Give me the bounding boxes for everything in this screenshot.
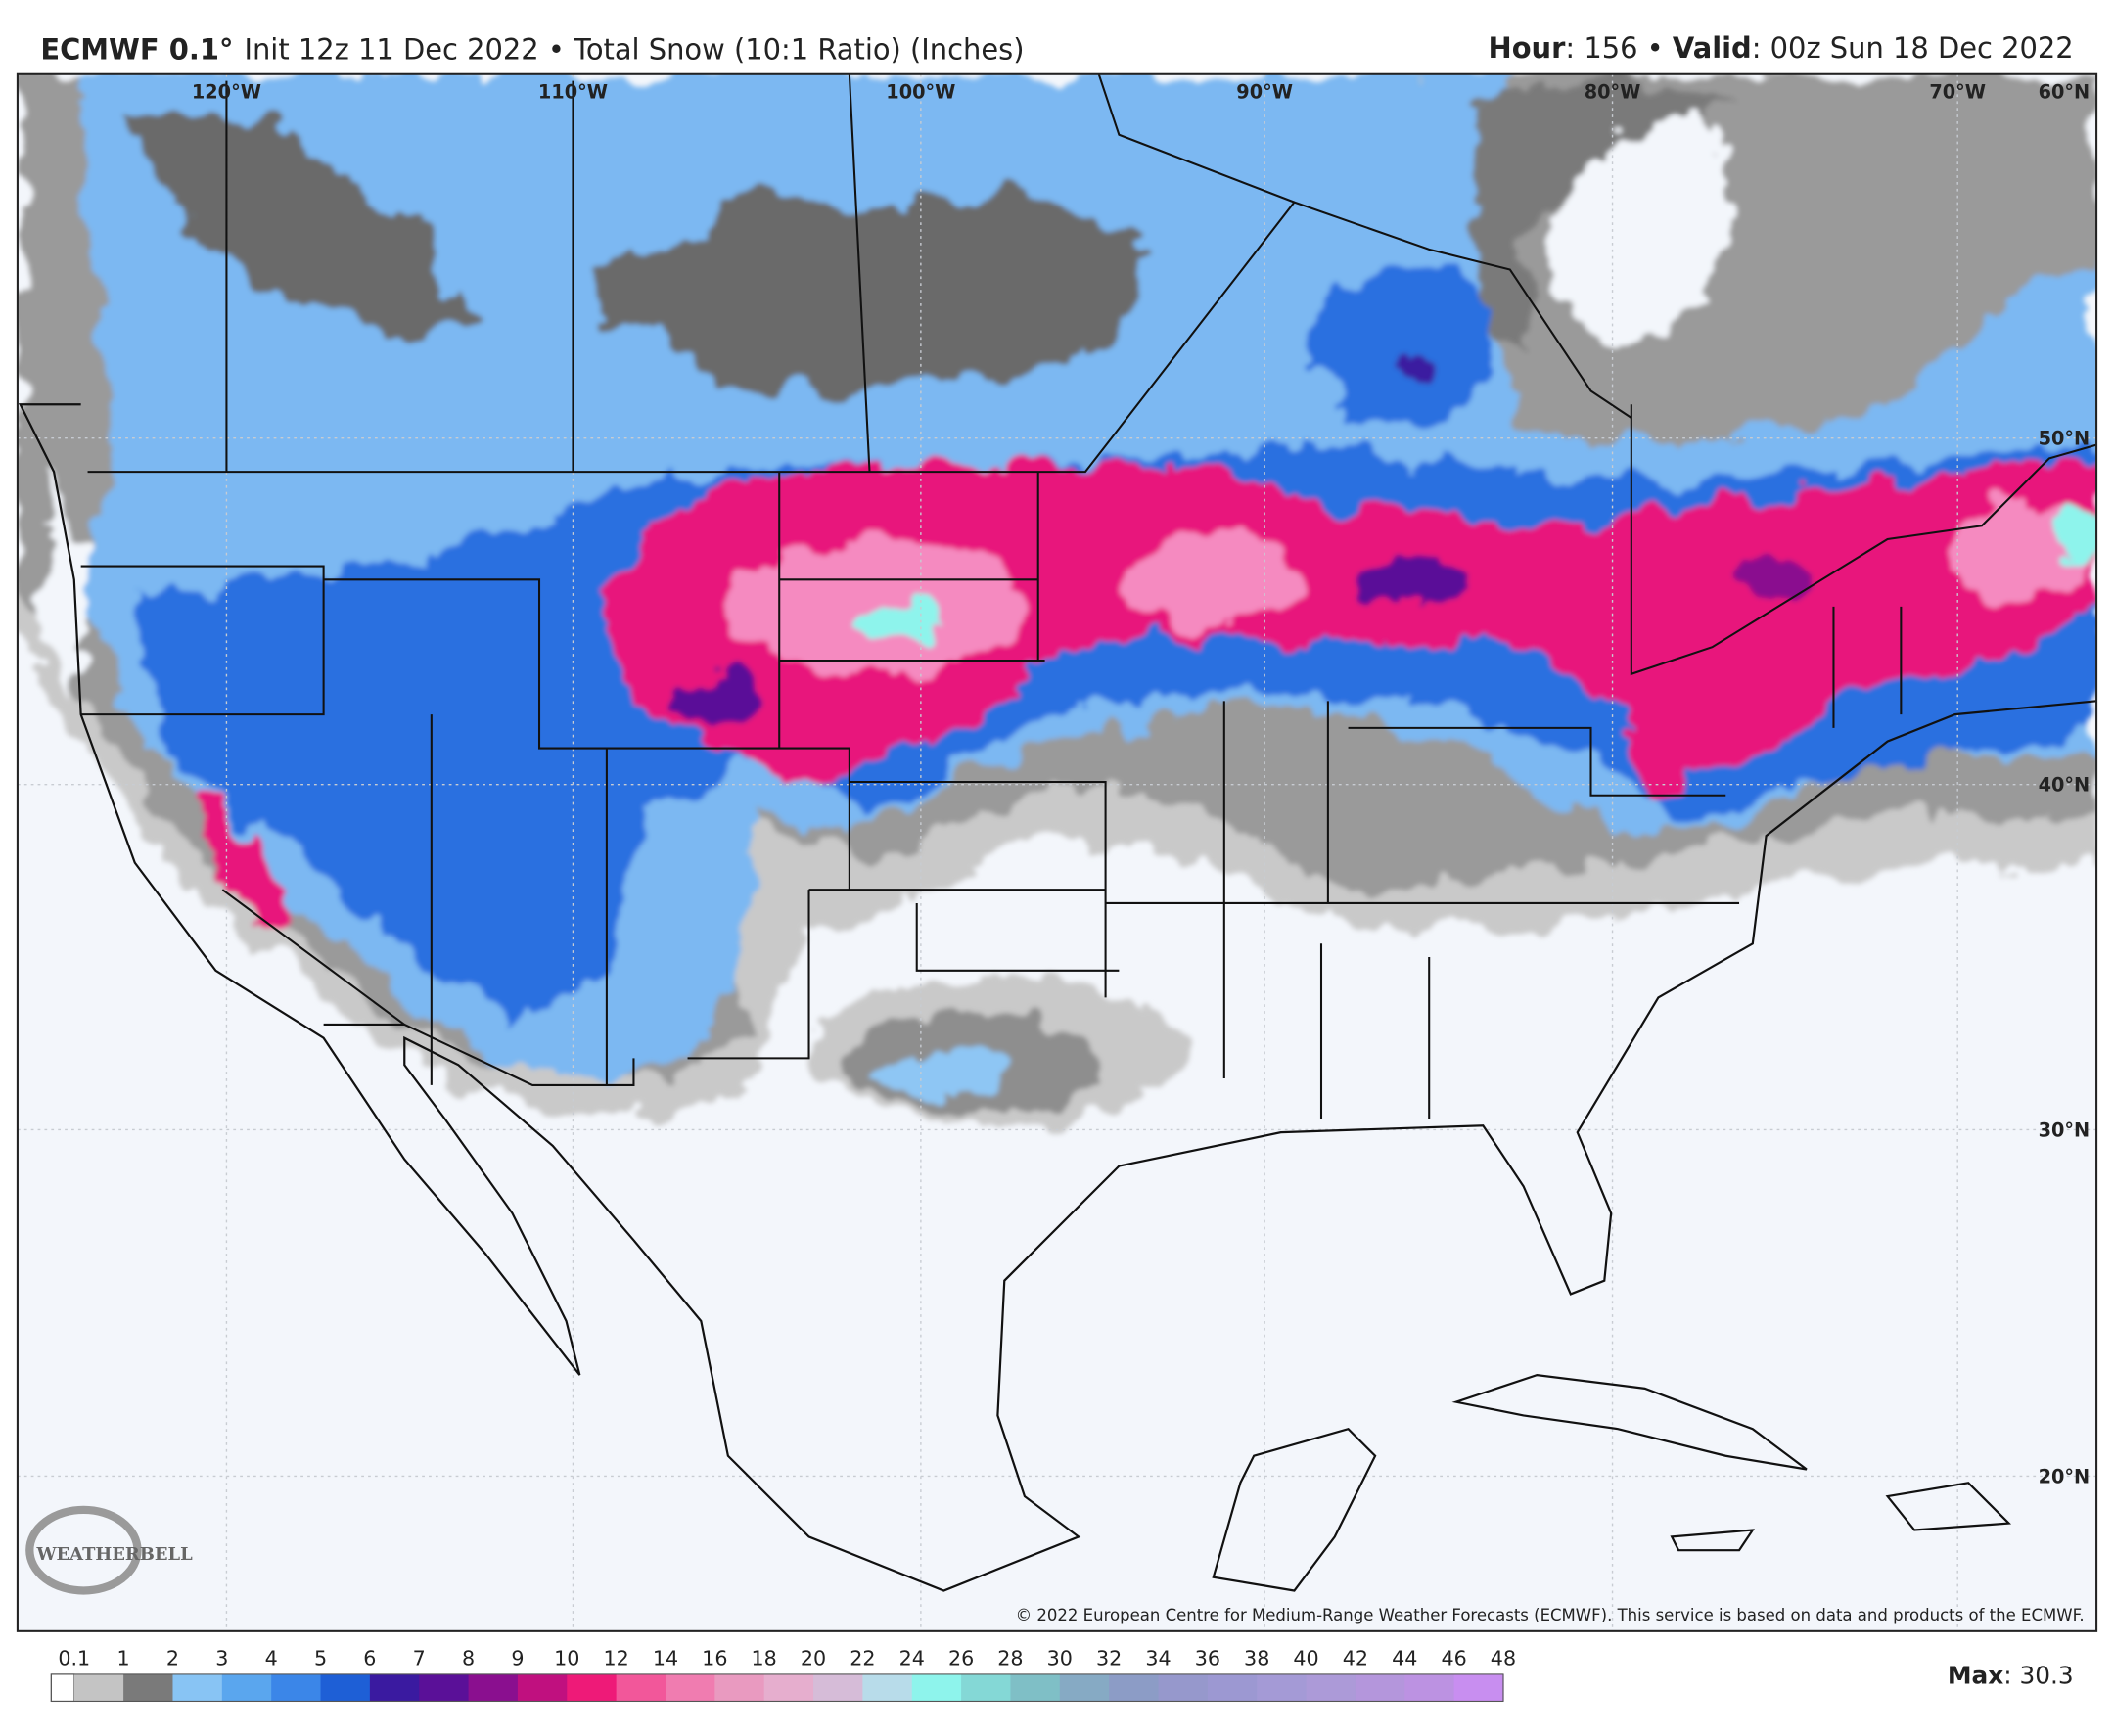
max-value: : 30.3 — [2003, 1662, 2073, 1690]
logo-swirl — [25, 1505, 142, 1595]
colorbar-label: 3 — [215, 1646, 228, 1669]
colorbar-segment — [221, 1673, 272, 1702]
colorbar-segment — [1306, 1673, 1356, 1702]
colorbar-label: 18 — [752, 1646, 777, 1669]
latitude-label: 20°N — [2039, 1465, 2091, 1487]
latitude-label: 30°N — [2039, 1119, 2091, 1141]
hour-label: Hour — [1489, 31, 1567, 65]
colorbar-label: 42 — [1343, 1646, 1368, 1669]
coastlines — [18, 403, 2097, 1592]
colorbar-segment — [813, 1673, 864, 1702]
longitude-labels: 120°W 110°W 100°W 90°W 80°W 70°W — [192, 81, 1986, 104]
longitude-label: 70°W — [1929, 81, 1986, 104]
colorbar-segment — [961, 1673, 1012, 1702]
valid-label: Valid — [1673, 31, 1752, 65]
colorbar-segment — [1453, 1673, 1504, 1702]
max-readout: Max: 30.3 — [1948, 1662, 2074, 1690]
map-frame — [16, 72, 2098, 1632]
colorbar-label: 5 — [314, 1646, 327, 1669]
colorbar-label: 6 — [363, 1646, 376, 1669]
colorbar-label: 1 — [117, 1646, 130, 1669]
colorbar-label: 44 — [1392, 1646, 1417, 1669]
colorbar-label: 30 — [1047, 1646, 1073, 1669]
colorbar-label: 40 — [1293, 1646, 1318, 1669]
map — [17, 73, 2097, 1631]
colorbar-segment — [862, 1673, 913, 1702]
valid-value: : 00z Sun 18 Dec 2022 — [1752, 31, 2074, 65]
colorbar-frame — [50, 1673, 1504, 1703]
colorbar-label: 8 — [462, 1646, 475, 1669]
colorbar-segment — [1355, 1673, 1405, 1702]
colorbar-label: 7 — [413, 1646, 426, 1669]
model-name: ECMWF 0.1° — [40, 33, 233, 67]
longitude-label: 120°W — [192, 81, 261, 104]
colorbar-segment — [1109, 1673, 1160, 1702]
colorbar-segment — [1010, 1673, 1061, 1702]
latitude-label: 50°N — [2039, 428, 2091, 450]
snow-field — [17, 73, 2097, 1126]
colorbar-label: 36 — [1195, 1646, 1220, 1669]
colorbar-segment — [419, 1673, 470, 1702]
longitude-label: 110°W — [538, 81, 608, 104]
colorbar-segment — [763, 1673, 814, 1702]
colorbar-segment — [1207, 1673, 1258, 1702]
colorbar-label: 26 — [948, 1646, 974, 1669]
colorbar-label: 12 — [603, 1646, 628, 1669]
colorbar-label: 46 — [1441, 1646, 1466, 1669]
logo: WEATHERBELL — [35, 1544, 193, 1565]
colorbar-label: 14 — [653, 1646, 678, 1669]
borders — [80, 73, 2097, 1119]
colorbar-segment — [517, 1673, 568, 1702]
max-label: Max — [1948, 1662, 2003, 1690]
colorbar-segment — [320, 1673, 371, 1702]
colorbar-label: 10 — [554, 1646, 579, 1669]
copyright: © 2022 European Centre for Medium-Range … — [1016, 1606, 2085, 1624]
colorbar-segment — [714, 1673, 765, 1702]
colorbar-segment — [369, 1673, 420, 1702]
colorbar-label: 28 — [997, 1646, 1023, 1669]
description: Init 12z 11 Dec 2022 • Total Snow (10:1 … — [244, 33, 1024, 67]
graticule — [17, 73, 2097, 1631]
colorbar-segment — [567, 1673, 618, 1702]
latitude-label: 40°N — [2039, 774, 2091, 797]
colorbar-segment — [1257, 1673, 1308, 1702]
colorbar-segment — [271, 1673, 322, 1702]
colorbar-label: 0.1 — [58, 1646, 90, 1669]
colorbar-segment — [616, 1673, 666, 1702]
colorbar-label: 48 — [1491, 1646, 1516, 1669]
latitude-label: 60°N — [2039, 81, 2091, 104]
colorbar-label: 38 — [1244, 1646, 1269, 1669]
colorbar-segment — [911, 1673, 962, 1702]
colorbar-label: 32 — [1096, 1646, 1122, 1669]
colorbar-segment — [1158, 1673, 1209, 1702]
colorbar-label: 20 — [801, 1646, 826, 1669]
colorbar-segment — [73, 1673, 124, 1702]
colorbar-segment — [468, 1673, 519, 1702]
colorbar-segment — [1059, 1673, 1110, 1702]
header-left: ECMWF 0.1° Init 12z 11 Dec 2022 • Total S… — [40, 33, 1024, 67]
colorbar-segment — [665, 1673, 716, 1702]
colorbar-label: 16 — [702, 1646, 727, 1669]
colorbar-label: 22 — [850, 1646, 875, 1669]
longitude-label: 80°W — [1585, 81, 1641, 104]
colorbar-label: 24 — [899, 1646, 925, 1669]
colorbar-label: 9 — [511, 1646, 524, 1669]
colorbar: 0.1 1 2 3 4 5 6 7 8 9 10 12 14 16 18 20 22 24 26 28 30 32 34 36… — [50, 1646, 1516, 1703]
colorbar-segment — [172, 1673, 223, 1702]
latitude-labels: 60°N 50°N 40°N 30°N 20°N — [2039, 81, 2091, 1488]
colorbar-label: 34 — [1145, 1646, 1171, 1669]
colorbar-segment — [123, 1673, 174, 1702]
header-right: Hour: 156 • Valid: 00z Sun 18 Dec 2022 — [1489, 31, 2074, 65]
colorbar-label: 2 — [166, 1646, 179, 1669]
hour-value: : 156 • — [1565, 31, 1673, 65]
colorbar-segment — [1404, 1673, 1455, 1702]
longitude-label: 90°W — [1236, 81, 1293, 104]
longitude-label: 100°W — [886, 81, 955, 104]
colorbar-label: 4 — [265, 1646, 278, 1669]
colorbar-start — [50, 1673, 75, 1703]
